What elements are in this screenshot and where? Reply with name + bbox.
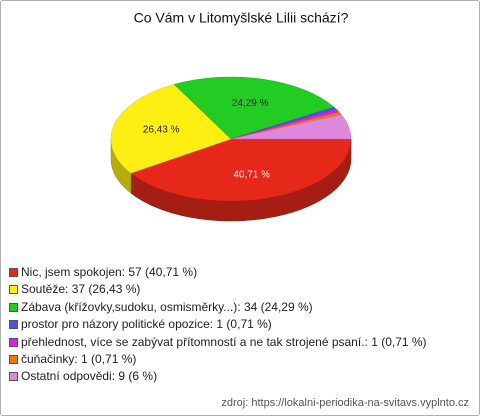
legend-label: Ostatní odpovědi: 9 (6 %) — [21, 369, 158, 384]
legend-label: přehlednost, více se zabývat přítomností… — [21, 334, 427, 349]
slice-label: 40,71 % — [233, 169, 270, 180]
legend: Nic, jsem spokojen: 57 (40,71 %) Soutěže:… — [9, 265, 469, 387]
legend-item: Soutěže: 37 (26,43 %) — [9, 282, 469, 296]
legend-swatch — [9, 320, 18, 330]
slice — [110, 84, 232, 174]
legend-swatch — [9, 302, 18, 312]
legend-item: Ostatní odpovědi: 9 (6 %) — [9, 369, 469, 383]
legend-item: Nic, jsem spokojen: 57 (40,71 %) — [9, 265, 469, 279]
chart-title: Co Vám v Litomyšlské Lilii schází? — [134, 10, 349, 26]
legend-label: Soutěže: 37 (26,43 %) — [21, 282, 141, 297]
slice-labels: 40,71 % 26,43 % 24,29 % — [143, 98, 270, 180]
legend-swatch — [9, 372, 18, 382]
slice-label: 26,43 % — [143, 125, 180, 136]
legend-item: prostor pro názory politické opozice: 1 … — [9, 317, 469, 331]
legend-swatch — [9, 337, 18, 347]
legend-item: Zábava (křížovky,sudoku, osmisměrky...):… — [9, 300, 469, 314]
legend-label: prostor pro názory politické opozice: 1 … — [21, 317, 272, 332]
pie-tops — [110, 76, 352, 202]
legend-label: Nic, jsem spokojen: 57 (40,71 %) — [21, 265, 198, 279]
slice — [173, 76, 335, 140]
legend-label: Zábava (křížovky,sudoku, osmisměrky...):… — [21, 299, 313, 314]
slice-label: 24,29 % — [232, 98, 269, 109]
slice — [230, 114, 352, 140]
legend-swatch — [9, 285, 18, 295]
legend-label: čuňačinky: 1 (0,71 %) — [21, 351, 137, 366]
legend-item: čuňačinky: 1 (0,71 %) — [9, 352, 469, 366]
legend-item: přehlednost, více se zabývat přítomností… — [9, 335, 469, 349]
legend-swatch — [9, 354, 18, 364]
source: zdroj: https://lokalni-periodika-na-svit… — [221, 397, 469, 409]
legend-swatch — [9, 268, 18, 277]
